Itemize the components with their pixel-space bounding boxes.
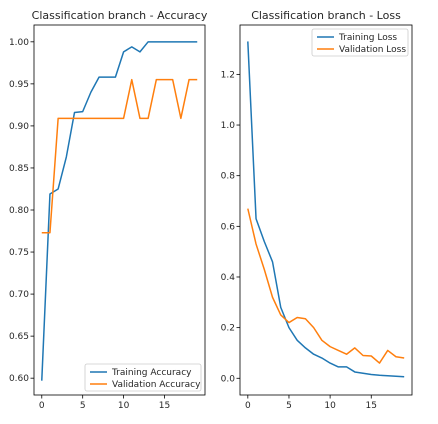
- x-tick-label: 10: [324, 401, 336, 411]
- y-tick-label: 1.0: [221, 121, 236, 131]
- legend: Training Accuracy Validation Accuracy: [84, 363, 202, 392]
- y-tick-label: 1.00: [9, 38, 29, 48]
- y-tick-label: 0.80: [9, 206, 29, 216]
- x-tick-label: 5: [286, 401, 292, 411]
- series-line-training: [247, 41, 405, 378]
- y-tick-label: 0.4: [221, 273, 236, 283]
- y-tick-label: 0.8: [221, 172, 236, 182]
- y-tick-label: 0.95: [9, 80, 29, 90]
- x-tick-label: 5: [80, 401, 86, 411]
- y-tick-label: 0.70: [9, 290, 29, 300]
- y-tick-label: 0.90: [9, 122, 29, 132]
- y-tick-label: 1.2: [221, 70, 235, 80]
- x-tick-label: 0: [245, 401, 251, 411]
- chart-panel-accuracy: Classification branch - Accuracy 0 5 10 15 0.…: [9, 9, 208, 411]
- y-tick-label: 0.65: [9, 332, 29, 342]
- chart-title: Classification branch - Accuracy: [32, 9, 208, 22]
- legend-box: [84, 363, 202, 392]
- legend: Training Loss Validation Loss: [311, 28, 409, 57]
- series-line-validation: [41, 78, 198, 234]
- y-tick-label: 0.2: [221, 324, 235, 334]
- y-tick-label: 0.6: [221, 222, 236, 232]
- series-line-validation: [247, 208, 405, 364]
- x-tick-label: 0: [39, 401, 45, 411]
- legend-label: Training Accuracy: [111, 368, 192, 378]
- legend-label: Validation Loss: [339, 45, 406, 55]
- x-tick-label: 10: [118, 401, 130, 411]
- y-tick-label: 0.60: [9, 374, 29, 384]
- axes-frame: [239, 24, 413, 396]
- legend-box: [311, 28, 409, 57]
- y-tick-label: 0.85: [9, 164, 29, 174]
- legend-label: Training Loss: [338, 33, 397, 43]
- series-line-training: [41, 41, 198, 381]
- legend-label: Validation Accuracy: [112, 380, 201, 390]
- y-tick-label: 0.75: [9, 248, 29, 258]
- axes-frame: [33, 24, 206, 396]
- y-tick-label: 0.0: [221, 374, 236, 384]
- chart-panel-loss: Classification branch - Loss 0 5 10 15 0.0 0.2…: [221, 9, 413, 411]
- x-tick-label: 15: [159, 401, 170, 411]
- x-tick-label: 15: [366, 401, 377, 411]
- chart-title: Classification branch - Loss: [251, 9, 401, 22]
